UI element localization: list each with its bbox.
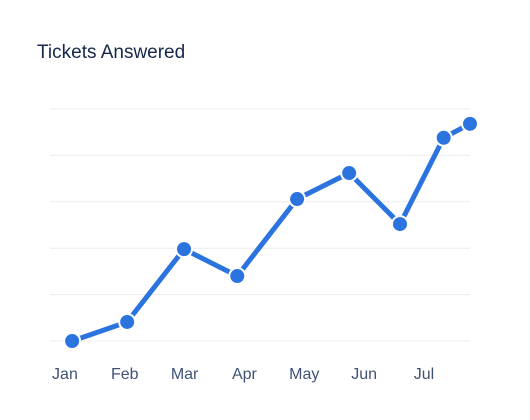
point — [340, 164, 359, 183]
point — [118, 312, 137, 331]
chart-title: Tickets Answered — [37, 42, 185, 63]
point — [461, 114, 479, 133]
x-tick-label: Jun — [351, 366, 377, 383]
point — [288, 190, 307, 209]
x-tick-label: May — [289, 366, 319, 383]
x-tick-label: Feb — [111, 366, 139, 383]
x-tick-label: Jan — [52, 366, 78, 383]
x-tick-label: Apr — [232, 366, 258, 383]
line — [69, 121, 473, 344]
x-tick-label: Mar — [171, 366, 199, 383]
x-tick-label: Jul — [414, 366, 434, 383]
point — [391, 215, 409, 234]
point — [228, 267, 247, 286]
point — [434, 128, 453, 147]
point — [63, 332, 82, 350]
point — [175, 240, 194, 259]
